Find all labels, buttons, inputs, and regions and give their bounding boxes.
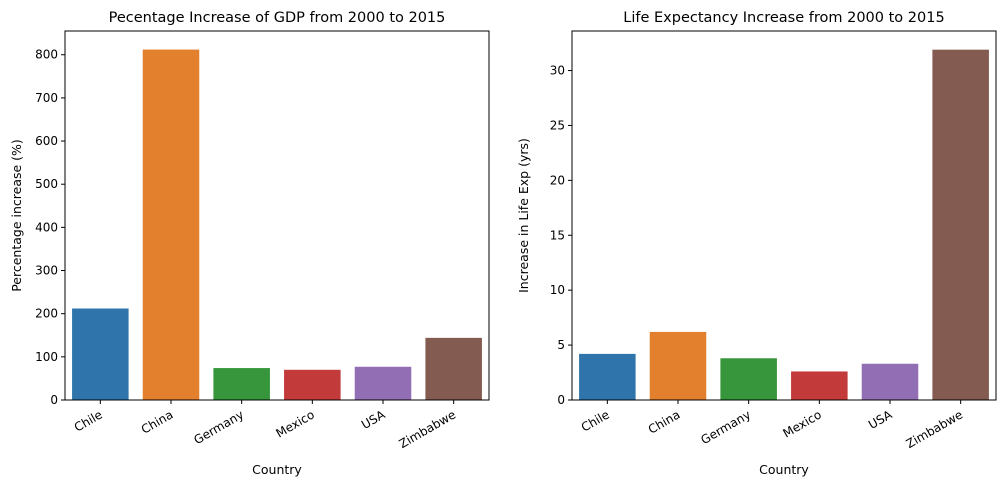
gdp-y-axis-label: Percentage increase (%)	[9, 139, 24, 292]
gdp-bar-chile	[72, 308, 129, 400]
gdp-y-tick-label: 200	[35, 307, 58, 321]
gdp-axes-frame	[64, 30, 490, 401]
life-exp-x-axis-label: Country	[759, 462, 809, 477]
gdp-chart-title: Pecentage Increase of GDP from 2000 to 2…	[109, 10, 446, 26]
life-exp-x-tick-label: China	[646, 407, 683, 436]
life-exp-x-tick-label: USA	[866, 407, 895, 432]
gdp-x-tick-label: Germany	[191, 407, 246, 447]
life-exp-bar-china	[649, 331, 707, 400]
gdp-y-tick-label: 800	[35, 48, 58, 62]
life-exp-y-tick-label: 5	[557, 338, 565, 352]
gdp-y-tick-label: 300	[35, 264, 58, 278]
life-exp-bar-chile	[579, 353, 636, 400]
gdp-x-axis-label: Country	[252, 462, 302, 477]
life-exp-y-tick-label: 20	[550, 173, 565, 187]
life-exp-x-tick-label: Zimbabwe	[904, 407, 966, 451]
gdp-y-tick-label: 700	[35, 91, 58, 105]
life-expectancy-chart: 0 5 10 15 20 25 30 Chile China Germany Mexico USA Zi…	[516, 10, 997, 477]
gdp-y-tick-label: 100	[35, 350, 58, 364]
gdp-x-tick-label: Zimbabwe	[397, 407, 459, 451]
life-exp-y-tick-label: 25	[550, 118, 565, 132]
gdp-bar-mexico	[284, 369, 341, 400]
gdp-x-tick-label: China	[139, 407, 176, 436]
life-exp-x-tick-label: Mexico	[781, 407, 824, 440]
gdp-x-tick-label: Mexico	[274, 407, 317, 440]
life-exp-y-tick-label: 15	[550, 228, 565, 242]
gdp-bar-china	[142, 49, 200, 401]
life-exp-bar-mexico	[791, 371, 848, 400]
life-exp-y-tick-label: 10	[550, 283, 565, 297]
life-exp-axes-frame	[571, 30, 997, 401]
life-exp-y-tick-label: 0	[557, 393, 565, 407]
gdp-x-tick-label: USA	[359, 407, 388, 432]
life-exp-x-tick-label: Germany	[698, 407, 753, 447]
life-exp-x-tick-label: Chile	[579, 407, 612, 434]
life-exp-chart-title: Life Expectancy Increase from 2000 to 20…	[623, 10, 944, 26]
gdp-y-tick-label: 600	[35, 134, 58, 148]
gdp-y-tick-label: 500	[35, 177, 58, 191]
gdp-x-tick-label: Chile	[72, 407, 105, 434]
gdp-bar-germany	[213, 368, 270, 400]
life-exp-bar-germany	[720, 358, 777, 400]
gdp-chart: 0 100 200 300 400 500 600 700 800 Chile China Germa…	[9, 10, 490, 477]
life-exp-y-axis-label: Increase in Life Exp (yrs)	[516, 138, 531, 293]
life-exp-bar-zimbabwe	[932, 49, 989, 400]
life-exp-y-tick-label: 30	[550, 64, 565, 78]
gdp-bar-usa	[354, 366, 412, 400]
life-exp-bar-usa	[861, 363, 919, 400]
gdp-y-tick-label: 400	[35, 220, 58, 234]
gdp-y-tick-label: 0	[50, 393, 58, 407]
gdp-bar-zimbabwe	[425, 337, 482, 400]
